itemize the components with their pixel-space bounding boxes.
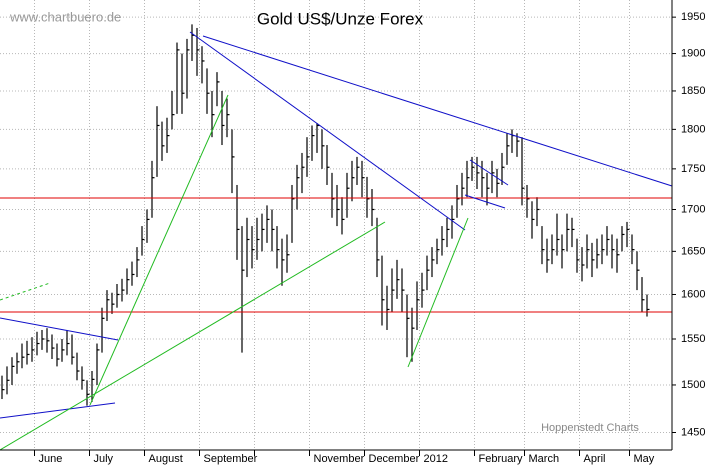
x-tick-label: April — [584, 453, 606, 465]
trend-line — [0, 402, 116, 419]
axes: 1450 1500 1550 1600 1650 1700 1750 1800 1850 1900… — [34, 11, 705, 465]
x-tick-label: February — [479, 453, 524, 465]
y-tick-label: 1850 — [681, 85, 705, 97]
y-tick-label: 1950 — [681, 11, 705, 23]
y-tick-label: 1450 — [681, 426, 705, 438]
chart-title: Gold US$/Unze Forex — [257, 9, 424, 28]
trend-line — [469, 159, 509, 186]
trend-line — [464, 194, 506, 209]
x-tick-label: March — [529, 453, 560, 465]
trend-line — [0, 282, 51, 301]
x-tick-label: August — [149, 453, 183, 465]
y-tick-label: 1600 — [681, 288, 705, 300]
price-bars — [1, 24, 650, 406]
grid — [0, 0, 672, 450]
y-tick-label: 1700 — [681, 203, 705, 215]
x-tick-label: November — [314, 453, 365, 465]
trend-line — [89, 94, 229, 406]
y-tick-label: 1800 — [681, 123, 705, 135]
trend-line — [407, 217, 469, 368]
trend-line — [189, 31, 466, 231]
x-tick-label: June — [39, 453, 63, 465]
trend-lines — [0, 31, 673, 451]
y-tick-label: 1500 — [681, 379, 705, 391]
x-tick-label: July — [94, 453, 114, 465]
x-tick-label: 2012 — [424, 453, 448, 465]
y-tick-label: 1650 — [681, 245, 705, 257]
x-tick-label: September — [204, 453, 258, 465]
watermark: www.chartbuero.de — [9, 9, 121, 24]
y-tick-label: 1550 — [681, 333, 705, 345]
y-tick-label: 1750 — [681, 163, 705, 175]
trend-line — [202, 35, 673, 187]
x-tick-label: December — [369, 453, 420, 465]
x-tick-label: May — [634, 453, 655, 465]
trend-line — [0, 221, 386, 451]
y-tick-label: 1900 — [681, 47, 705, 59]
trend-line — [0, 317, 119, 341]
source-note: Hoppenstedt Charts — [541, 422, 639, 434]
